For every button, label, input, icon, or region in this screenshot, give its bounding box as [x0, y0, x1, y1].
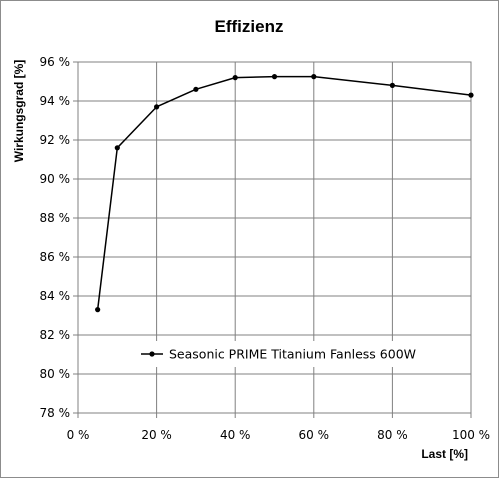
x-tick-label: 20 %: [141, 428, 172, 442]
x-tick-label: 80 %: [377, 428, 408, 442]
data-point: [95, 307, 101, 313]
y-tick-label: 94 %: [40, 94, 71, 108]
data-point: [114, 145, 120, 151]
y-tick-label: 96 %: [40, 55, 71, 69]
y-axis-label: Wirkungsgrad [%]: [12, 60, 26, 163]
y-tick-label: 86 %: [40, 250, 71, 264]
x-axis-label: Last [%]: [421, 447, 468, 461]
legend: Seasonic PRIME Titanium Fanless 600W: [137, 341, 457, 367]
y-tick-label: 80 %: [40, 367, 71, 381]
x-tick-label: 100 %: [452, 428, 490, 442]
data-point: [232, 75, 238, 81]
data-point: [271, 74, 278, 80]
x-axis-ticks: 0 % 20 % 40 % 60 % 80 % 100 %: [67, 413, 490, 442]
data-point: [311, 74, 317, 80]
y-axis-ticks: 78 % 80 % 82 % 84 % 86 % 88 % 90 % 92 % 94 % 96 %: [40, 55, 78, 420]
legend-label: Seasonic PRIME Titanium Fanless 600W: [169, 347, 416, 362]
x-tick-label: 0 %: [67, 428, 90, 442]
data-point: [389, 82, 395, 88]
legend-background: [137, 341, 457, 367]
x-tick-label: 40 %: [220, 428, 251, 442]
series-layer: [95, 74, 474, 313]
data-point: [468, 92, 474, 98]
plot-area-frame: [77, 61, 472, 414]
y-tick-label: 78 %: [40, 406, 71, 420]
x-tick-label: 60 %: [299, 428, 330, 442]
y-tick-label: 92 %: [40, 133, 71, 147]
y-tick-label: 88 %: [40, 211, 71, 225]
data-point: [193, 86, 199, 92]
legend-marker-swatch: [149, 351, 155, 357]
y-tick-label: 90 %: [40, 172, 71, 186]
y-tick-label: 82 %: [40, 328, 71, 342]
series-line: [96, 75, 472, 310]
y-tick-label: 84 %: [40, 289, 71, 303]
data-point: [154, 104, 160, 110]
chart-title: Effizienz: [215, 17, 284, 36]
